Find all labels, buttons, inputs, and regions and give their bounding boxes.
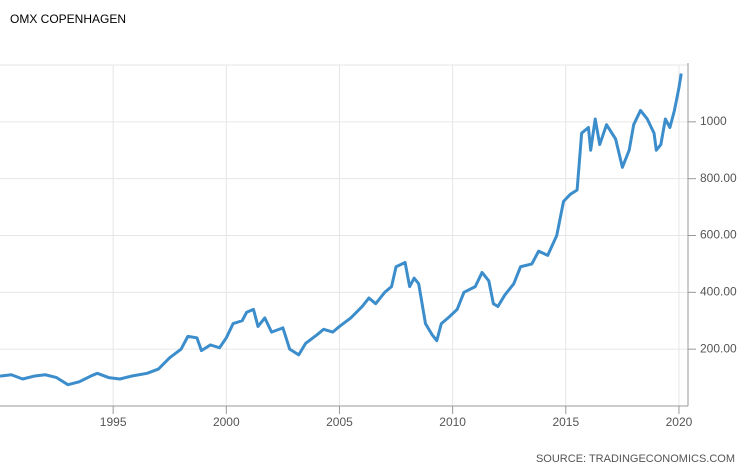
y-tick-label: 400.00 — [700, 285, 737, 299]
x-tick-label: 2005 — [326, 415, 353, 429]
x-tick-label: 2000 — [213, 415, 240, 429]
chart-title: OMX COPENHAGEN — [10, 12, 126, 26]
y-tick-label: 200.00 — [700, 341, 737, 355]
x-tick-label: 2015 — [552, 415, 579, 429]
y-tick-label: 800.00 — [700, 171, 737, 185]
y-tick-label: 600.00 — [700, 228, 737, 242]
source: SOURCE: TRADINGECONOMICS.COM — [536, 453, 735, 465]
y-tick-label: 1000 — [700, 114, 727, 128]
x-tick-label: 1995 — [100, 415, 127, 429]
data-line — [0, 73, 683, 387]
x-tick-label: 2020 — [666, 415, 693, 429]
x-tick-label: 2010 — [439, 415, 466, 429]
